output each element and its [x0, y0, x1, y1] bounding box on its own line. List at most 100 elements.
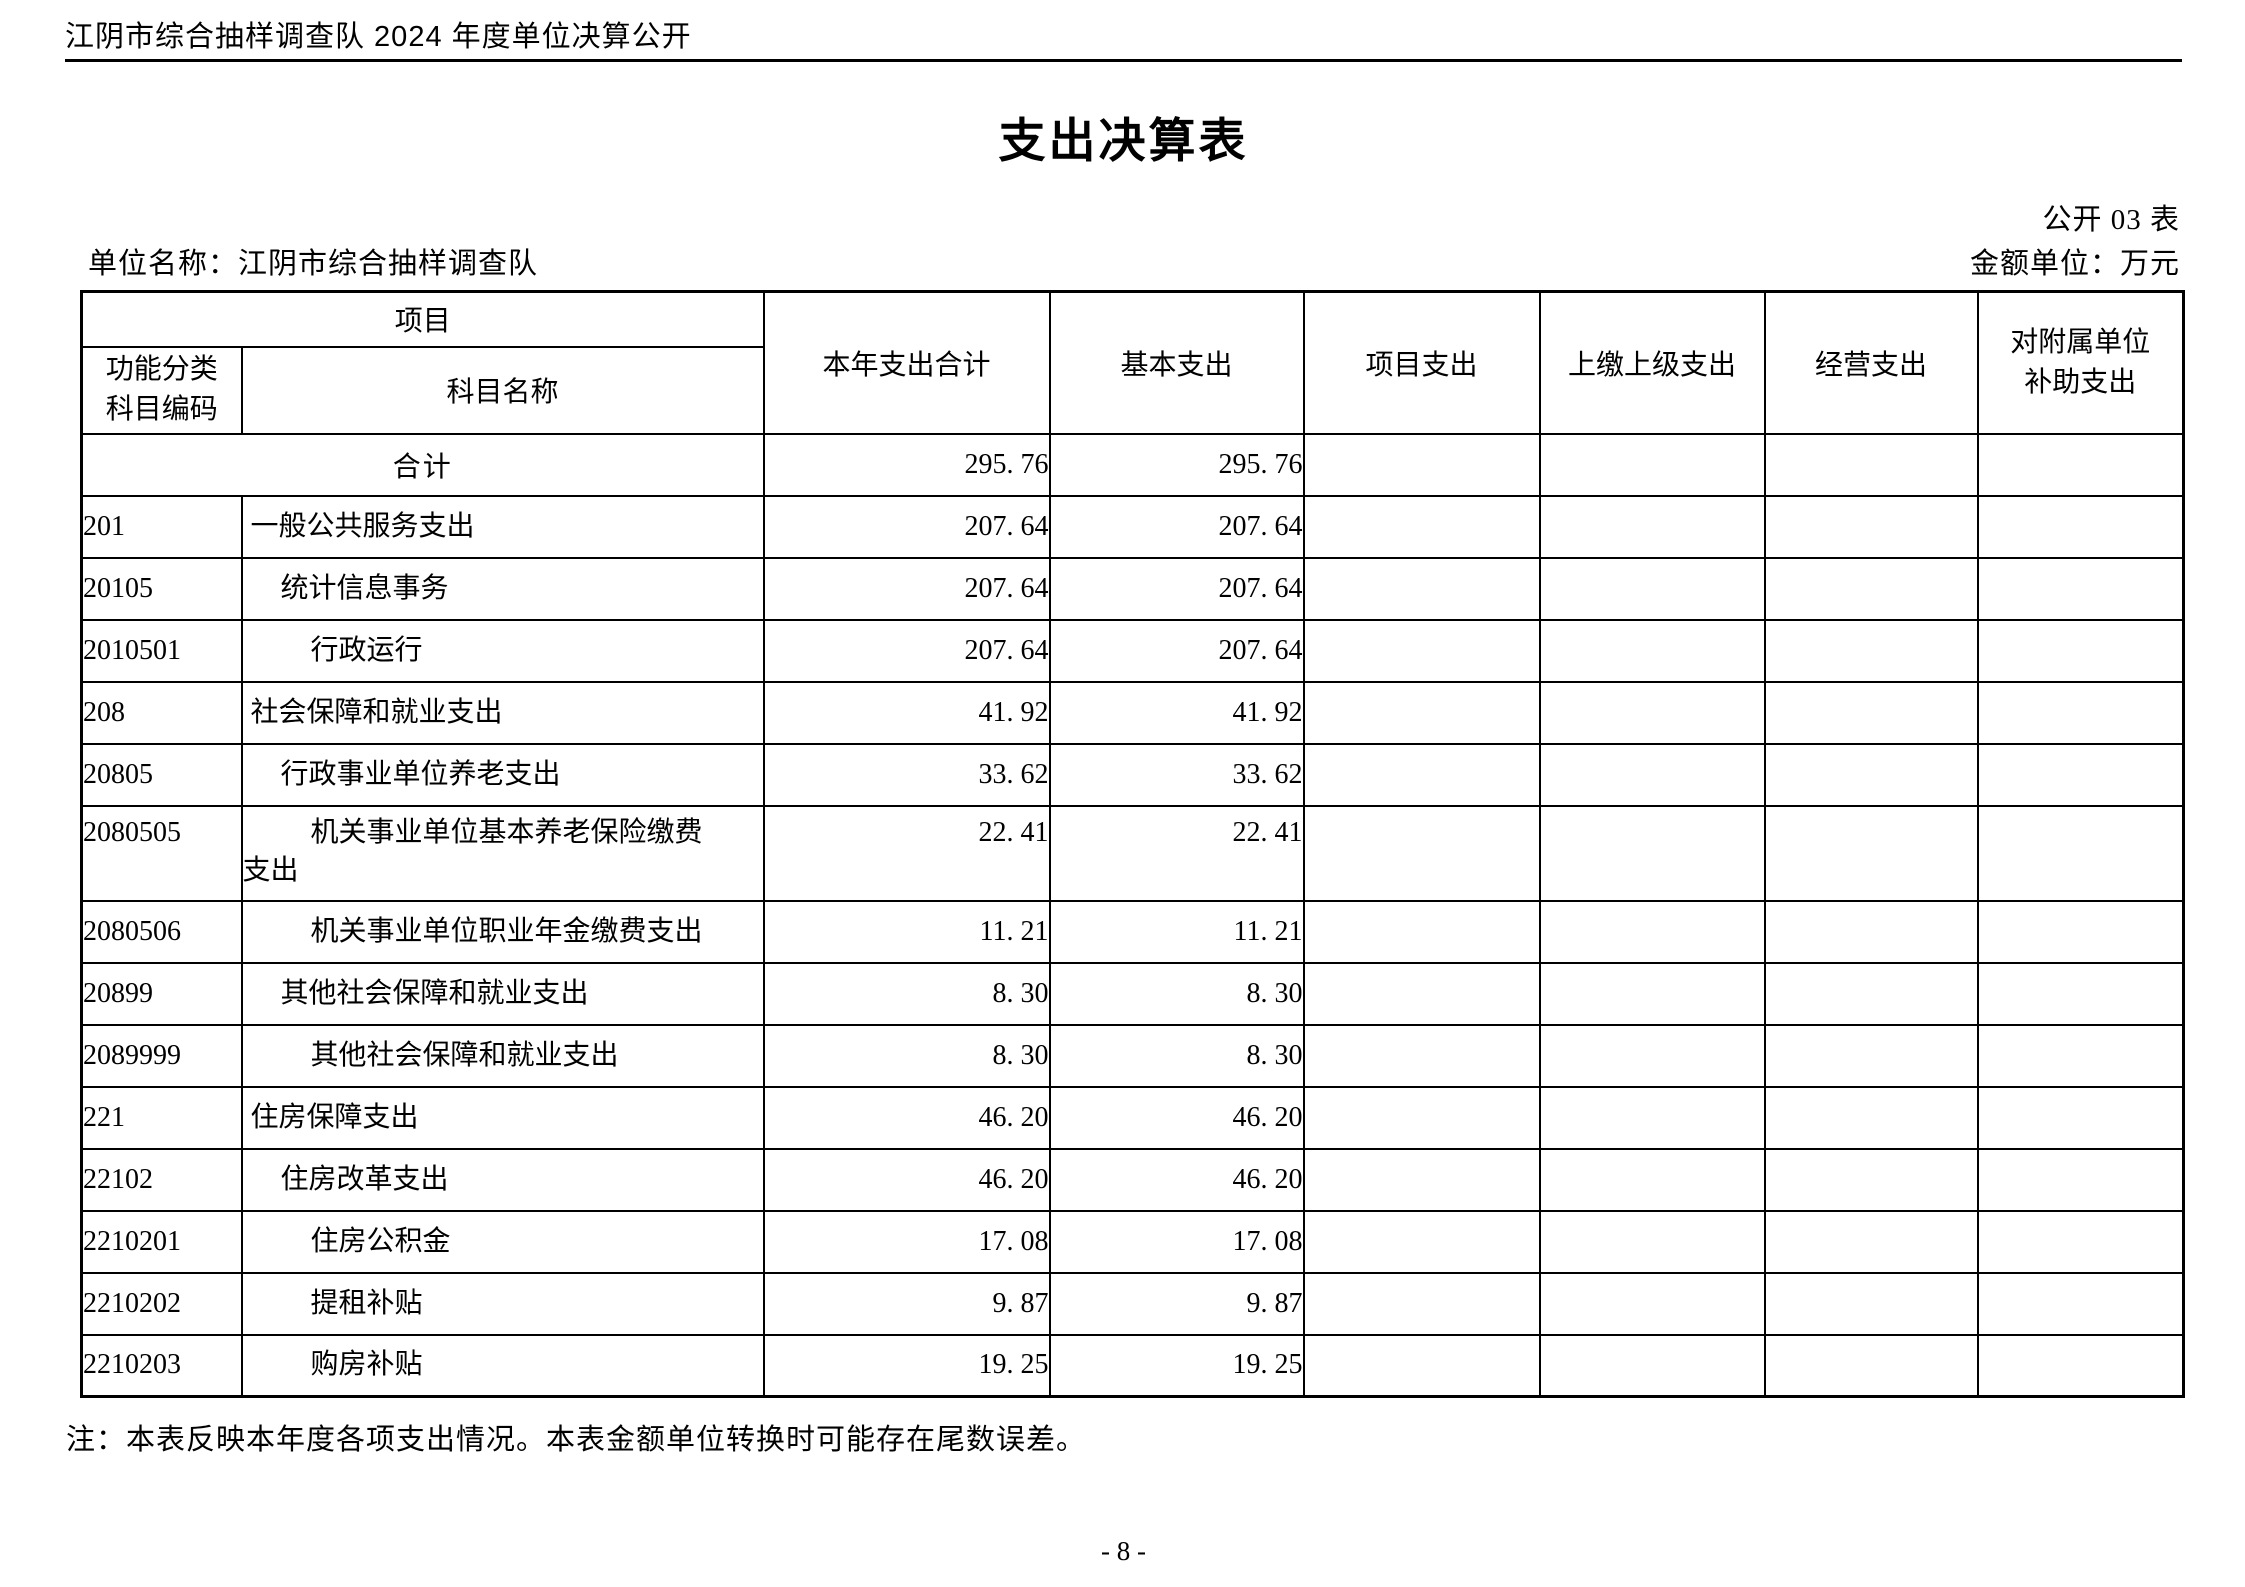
value-cell: 41. 92: [762, 680, 1051, 745]
value-cell: [1538, 1085, 1766, 1150]
value-cell: 46. 20: [1048, 1085, 1305, 1150]
value-cell: [1302, 961, 1541, 1026]
table-row: 2089999 其他社会保障和就业支出 8. 30 8. 30: [80, 1023, 2185, 1088]
function-code-header-cell: 功能分类 科目编码: [80, 345, 243, 435]
value-cell: [1976, 680, 2185, 745]
value-cell: 207. 64: [762, 556, 1051, 621]
subject-name-cell: 住房改革支出: [240, 1147, 765, 1212]
value-cell: 9. 87: [1048, 1271, 1305, 1336]
value-cell: [1763, 1333, 1979, 1398]
value-cell: [1538, 1271, 1766, 1336]
value-cell: 22. 41: [762, 804, 1051, 902]
col-header-project-expenditure: 项目支出: [1302, 290, 1541, 435]
table-header-row-2: 功能分类 科目编码 科目名称: [80, 345, 2184, 435]
value-cell: 9. 87: [762, 1271, 1051, 1336]
value-cell: 17. 08: [1048, 1209, 1305, 1274]
subject-name-cell: 其他社会保障和就业支出: [240, 1023, 765, 1088]
table-row: 2210202 提租补贴 9. 87 9. 87: [80, 1271, 2185, 1336]
value-cell: [1976, 618, 2185, 683]
table-row: 20105 统计信息事务 207. 64 207. 64: [80, 556, 2185, 621]
value-cell: [1976, 804, 2185, 902]
value-cell: [1763, 899, 1979, 964]
function-code-cell: 2080505: [80, 804, 243, 902]
value-cell: [1302, 556, 1541, 621]
total-row: 合计 295. 76 295. 76: [80, 432, 2185, 497]
value-cell: [1976, 432, 2185, 497]
function-code-cell: 2210202: [80, 1271, 243, 1336]
table-code-label: 公开 03 表: [2042, 204, 2180, 236]
expenditure-table: 项目 本年支出合计 基本支出 项目支出 上缴上级支出 经营支出 对附属单位 补助…: [80, 290, 2185, 1398]
value-cell: [1976, 1085, 2185, 1150]
project-header-cell: 项目: [80, 290, 765, 348]
value-cell: 207. 64: [1048, 556, 1305, 621]
table-row: 2080506 机关事业单位职业年金缴费支出 11. 21 11. 21: [80, 899, 2185, 964]
meta-row: 单位名称：江阴市综合抽样调查队 金额单位：万元: [88, 240, 2180, 282]
function-code-cell: 221: [80, 1085, 243, 1150]
value-cell: [1763, 1023, 1979, 1088]
value-cell: [1538, 1147, 1766, 1212]
value-cell: 33. 62: [1048, 742, 1305, 807]
function-code-cell: 20899: [80, 961, 243, 1026]
value-cell: [1763, 742, 1979, 807]
subject-name-cell: 住房公积金: [240, 1209, 765, 1274]
subject-name-cell: 购房补贴: [240, 1333, 765, 1398]
value-cell: [1538, 804, 1766, 902]
value-cell: [1302, 432, 1541, 497]
value-cell: 207. 64: [1048, 618, 1305, 683]
value-cell: 207. 64: [1048, 494, 1305, 559]
page-header-title: 江阴市综合抽样调查队 2024 年度单位决算公开: [65, 21, 692, 53]
value-cell: [1302, 1023, 1541, 1088]
value-cell: [1538, 742, 1766, 807]
subject-name-cell: 提租补贴: [240, 1271, 765, 1336]
value-cell: [1763, 494, 1979, 559]
value-cell: [1302, 494, 1541, 559]
subject-name-cell: 行政事业单位养老支出: [240, 742, 765, 807]
value-cell: 11. 21: [762, 899, 1051, 964]
page-number: - 8 -: [1101, 1536, 1146, 1566]
value-cell: [1302, 804, 1541, 902]
subject-name-cell: 住房保障支出: [240, 1085, 765, 1150]
function-code-cell: 208: [80, 680, 243, 745]
value-cell: 207. 64: [762, 494, 1051, 559]
value-cell: [1763, 556, 1979, 621]
function-code-header-line2: 科目编码: [105, 394, 218, 425]
value-cell: [1763, 804, 1979, 902]
value-cell: [1302, 742, 1541, 807]
value-cell: [1538, 961, 1766, 1026]
value-cell: [1302, 1085, 1541, 1150]
value-cell: [1976, 961, 2185, 1026]
function-code-cell: 2210203: [80, 1333, 243, 1398]
table-row: 221 住房保障支出 46. 20 46. 20: [80, 1085, 2185, 1150]
function-code-cell: 2010501: [80, 618, 243, 683]
value-cell: 295. 76: [1048, 432, 1305, 497]
subject-name-cell: 社会保障和就业支出: [240, 680, 765, 745]
table-row: 201 一般公共服务支出 207. 64 207. 64: [80, 494, 2185, 559]
value-cell: 8. 30: [1048, 1023, 1305, 1088]
total-label-cell: 合计: [80, 432, 765, 497]
value-cell: [1976, 1023, 2185, 1088]
value-cell: [1763, 1209, 1979, 1274]
value-cell: [1302, 680, 1541, 745]
subject-name-cell: 一般公共服务支出: [240, 494, 765, 559]
function-code-header-line1: 功能分类: [105, 354, 218, 385]
value-cell: 8. 30: [762, 961, 1051, 1026]
col-header-operating-expenditure: 经营支出: [1763, 290, 1979, 435]
value-cell: [1538, 494, 1766, 559]
col-header-upper-level-expenditure: 上缴上级支出: [1538, 290, 1766, 435]
value-cell: 22. 41: [1048, 804, 1305, 902]
subsidy-header-line1: 对附属单位: [2010, 326, 2151, 358]
value-cell: [1538, 618, 1766, 683]
value-cell: [1538, 899, 1766, 964]
value-cell: [1763, 680, 1979, 745]
subject-name-cell: 统计信息事务: [240, 556, 765, 621]
table-row: 2210203 购房补贴 19. 25 19. 25: [80, 1333, 2185, 1398]
value-cell: 33. 62: [762, 742, 1051, 807]
value-cell: 8. 30: [1048, 961, 1305, 1026]
function-code-cell: 20105: [80, 556, 243, 621]
value-cell: 19. 25: [1048, 1333, 1305, 1398]
value-cell: [1976, 742, 2185, 807]
function-code-cell: 201: [80, 494, 243, 559]
value-cell: [1763, 1147, 1979, 1212]
header-divider: [65, 59, 2182, 62]
